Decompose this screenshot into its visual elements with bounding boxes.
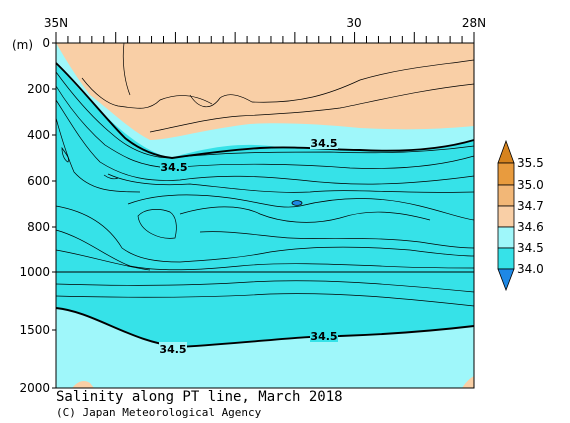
colorbar-label-35.5: 35.5	[517, 156, 544, 170]
x-tick-label-28N: 28N	[462, 16, 486, 30]
colorbar-above-35.5	[497, 139, 515, 164]
band-bottom-patch	[72, 380, 94, 388]
y-tick-label-0: 0	[42, 36, 50, 50]
colorbar-34.6-34.7	[497, 205, 515, 228]
thin-contours	[55, 42, 475, 307]
contour-label: 34.5	[310, 137, 337, 150]
left-axis: (m) 0 200 400 600 800 1000 1500 2000	[12, 36, 56, 395]
y-tick-label-800: 800	[27, 220, 50, 234]
y-tick-label-1500: 1500	[19, 323, 50, 337]
y-tick-label-2000: 2000	[19, 381, 50, 395]
contour-34.5	[55, 62, 475, 348]
contour-label: 34.5	[159, 343, 186, 356]
y-axis-unit-label: (m)	[12, 38, 33, 52]
colorbar: 35.5 35.0 34.7 34.6 34.5 34.0	[497, 139, 544, 292]
colorbar-34.5-34.6	[497, 226, 515, 249]
colorbar-label-34.6: 34.6	[517, 220, 544, 234]
colorbar-label-35.0: 35.0	[517, 178, 544, 192]
x-tick-label-35N: 35N	[44, 16, 68, 30]
band-surface-34.6-34.7	[56, 43, 474, 140]
colorbar-35.0-35.5	[497, 162, 515, 186]
band-bottom-patch-right	[462, 376, 474, 388]
y-tick-label-400: 400	[27, 128, 50, 142]
y-tick-label-600: 600	[27, 174, 50, 188]
top-axis-labels: 35N 30 28N	[44, 16, 486, 30]
copyright-credit: (C) Japan Meteorological Agency	[56, 406, 262, 419]
y-tick-label-1000: 1000	[19, 265, 50, 279]
colorbar-label-34.0: 34.0	[517, 262, 544, 276]
min-salinity-pocket	[291, 200, 303, 206]
chart-title: Salinity along PT line, March 2018	[56, 389, 343, 405]
top-axis-ticks	[55, 32, 475, 43]
x-tick-label-30: 30	[346, 16, 361, 30]
band-deep-34.5-34.6	[56, 308, 474, 388]
colorbar-34.7-35.0	[497, 184, 515, 207]
y-tick-label-200: 200	[27, 82, 50, 96]
contour-label: 34.5	[160, 161, 187, 174]
contour-label-group: 34.5 34.5 34.5 34.5	[159, 136, 338, 356]
colorbar-label-34.7: 34.7	[517, 199, 544, 213]
colorbar-label-34.5: 34.5	[517, 241, 544, 255]
contour-label: 34.5	[310, 330, 337, 343]
colorbar-34.0-34.5	[497, 247, 515, 270]
colorbar-below-34.0	[497, 268, 515, 292]
plot-frame	[55, 42, 475, 389]
plot-area: 34.5 34.5 34.5 34.5	[55, 42, 475, 389]
